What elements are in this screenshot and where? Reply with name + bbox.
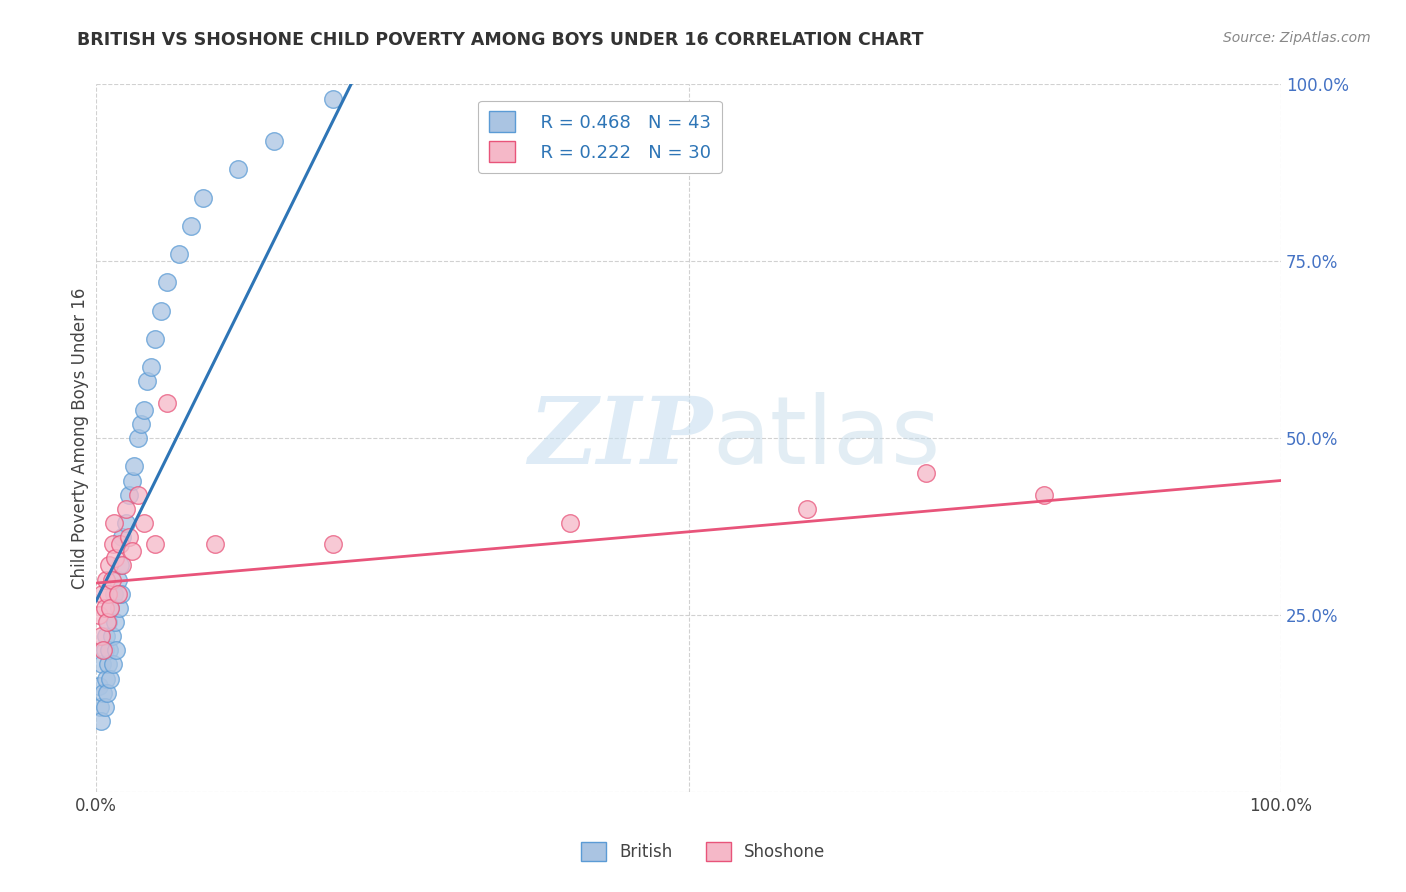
Point: [914, 467, 936, 481]
Point: [97, 657, 120, 672]
Point: [91, 643, 114, 657]
Point: [100, 600, 122, 615]
Point: [98, 643, 121, 657]
Point: [108, 537, 131, 551]
Point: [204, 537, 226, 551]
Point: [103, 587, 125, 601]
Point: [97, 615, 120, 629]
Point: [132, 402, 155, 417]
Point: [263, 134, 285, 148]
Point: [103, 516, 125, 530]
Point: [228, 162, 250, 177]
Point: [91, 686, 114, 700]
Point: [122, 459, 145, 474]
Point: [89, 699, 111, 714]
Text: atlas: atlas: [713, 392, 941, 484]
Point: [558, 516, 581, 530]
Text: ZIP: ZIP: [529, 393, 713, 483]
Point: [101, 657, 124, 672]
Point: [156, 276, 179, 290]
Point: [97, 587, 120, 601]
Point: [96, 615, 118, 629]
Point: [100, 672, 122, 686]
Point: [93, 643, 115, 657]
Point: [107, 587, 129, 601]
Point: [111, 530, 134, 544]
Point: [127, 488, 149, 502]
Point: [114, 501, 136, 516]
Point: [100, 573, 122, 587]
Text: BRITISH VS SHOSHONE CHILD POVERTY AMONG BOYS UNDER 16 CORRELATION CHART: BRITISH VS SHOSHONE CHILD POVERTY AMONG …: [77, 31, 924, 49]
Point: [104, 551, 127, 566]
Text: Source: ZipAtlas.com: Source: ZipAtlas.com: [1223, 31, 1371, 45]
Point: [110, 587, 132, 601]
Point: [94, 672, 117, 686]
Point: [129, 417, 152, 431]
Point: [90, 714, 112, 728]
Point: [145, 537, 167, 551]
Point: [107, 573, 129, 587]
Point: [98, 558, 121, 573]
Point: [94, 629, 117, 643]
Point: [139, 360, 162, 375]
Point: [105, 643, 128, 657]
Point: [111, 558, 134, 573]
Point: [87, 679, 110, 693]
Point: [100, 629, 122, 643]
Point: [104, 615, 127, 629]
Point: [87, 607, 110, 622]
Point: [108, 558, 131, 573]
Point: [100, 600, 122, 615]
Point: [167, 247, 190, 261]
Y-axis label: Child Poverty Among Boys Under 16: Child Poverty Among Boys Under 16: [72, 287, 89, 589]
Point: [91, 657, 114, 672]
Point: [101, 537, 124, 551]
Point: [132, 516, 155, 530]
Point: [796, 501, 818, 516]
Point: [96, 686, 118, 700]
Point: [114, 516, 136, 530]
Point: [156, 395, 179, 409]
Point: [107, 600, 129, 615]
Point: [118, 530, 141, 544]
Legend: British, Shoshone: British, Shoshone: [574, 835, 832, 868]
Point: [121, 544, 143, 558]
Point: [145, 332, 167, 346]
Point: [93, 600, 115, 615]
Point: [118, 488, 141, 502]
Point: [1033, 488, 1056, 502]
Point: [180, 219, 202, 233]
Point: [322, 92, 344, 106]
Point: [93, 699, 115, 714]
Point: [322, 537, 344, 551]
Point: [91, 587, 114, 601]
Point: [90, 629, 112, 643]
Point: [94, 573, 117, 587]
Legend:   R = 0.468   N = 43,   R = 0.222   N = 30: R = 0.468 N = 43, R = 0.222 N = 30: [478, 101, 721, 173]
Point: [191, 191, 214, 205]
Point: [150, 303, 173, 318]
Point: [136, 375, 159, 389]
Point: [127, 431, 149, 445]
Point: [121, 474, 143, 488]
